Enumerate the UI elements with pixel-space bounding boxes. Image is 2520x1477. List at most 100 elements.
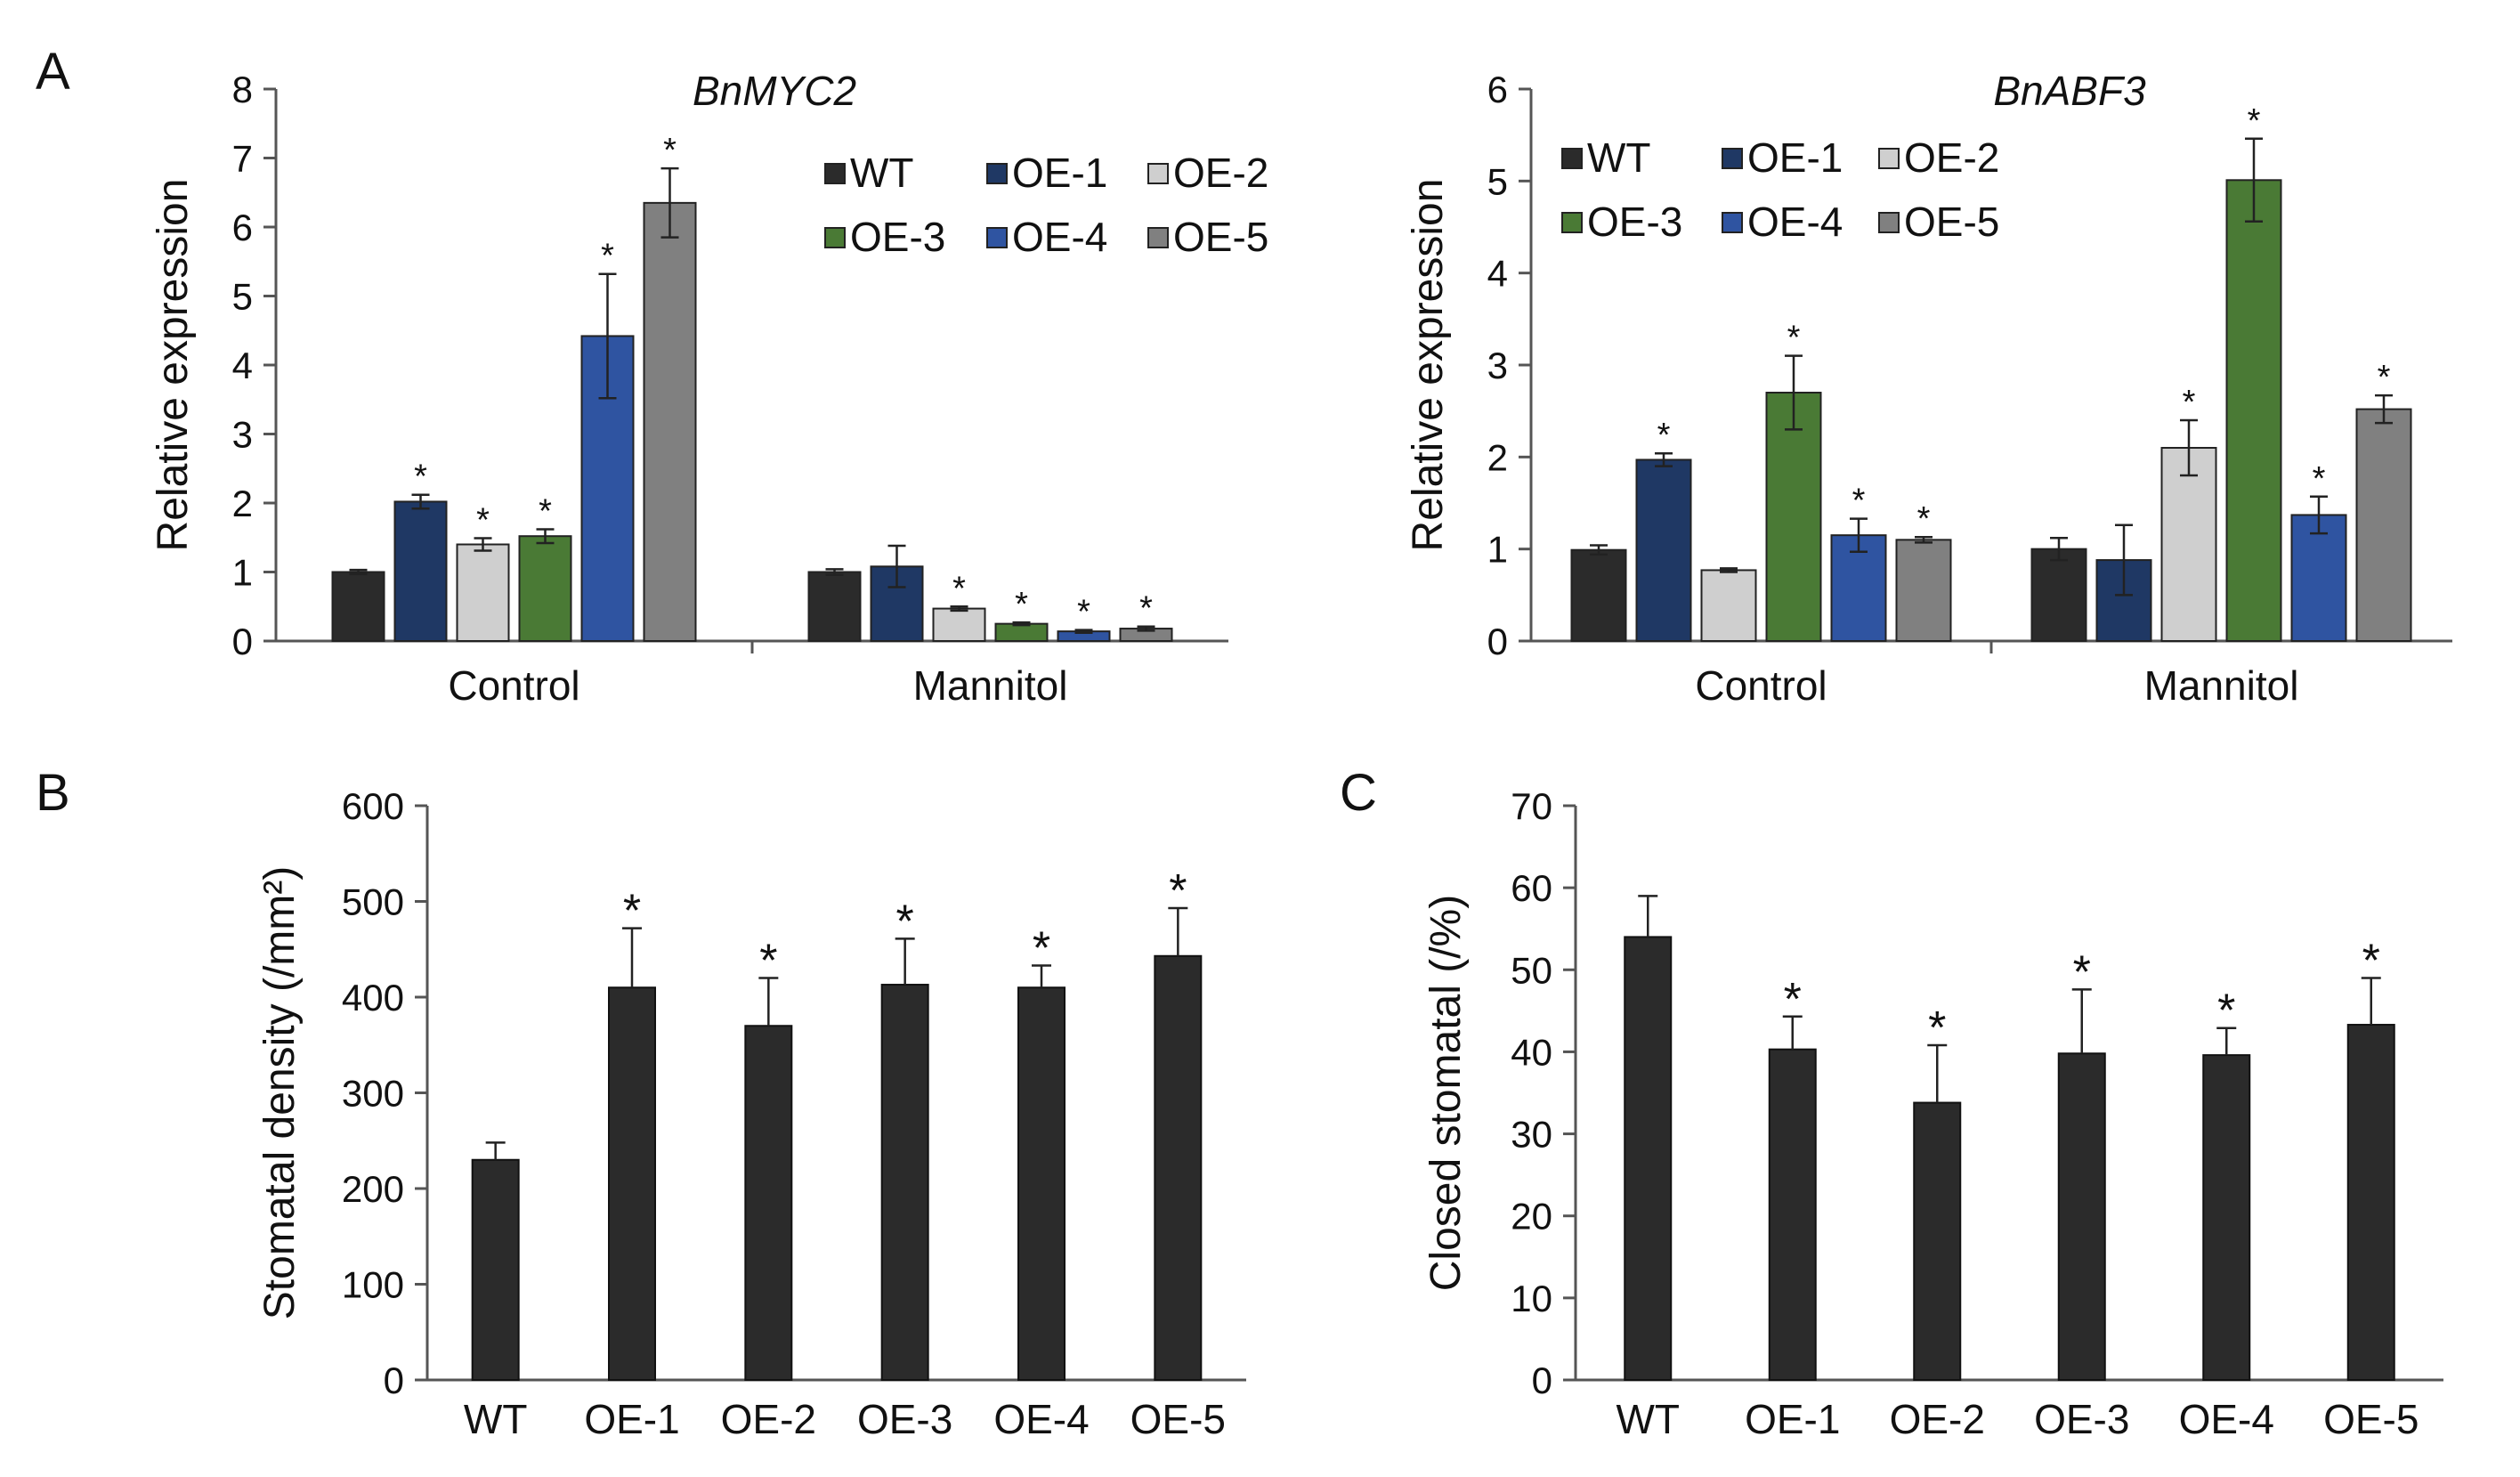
bnmyc2-legend-label: WT — [850, 150, 914, 196]
density-y-tick-label: 0 — [384, 1359, 404, 1401]
closed-y-tick-label: 70 — [1511, 785, 1552, 827]
chart-bnabf3: 0 1 2 3 4 5 6 Relative expression BnABF3 Control *… — [1405, 68, 2452, 709]
density-x-tick-label: OE-2 — [721, 1396, 816, 1442]
bnmyc2-y-tick-label: 3 — [232, 414, 253, 456]
bnabf3-y-axis-label: Relative expression — [1405, 179, 1452, 552]
bnmyc2-y-tick-label: 2 — [232, 483, 253, 524]
chart-bnmyc2: 0 1 2 3 4 5 6 7 8 Relative expression BnMYC2 Contro… — [150, 68, 1268, 709]
bnabf3-bar-oe-4 — [2290, 514, 2347, 643]
bnmyc2-y-axis-label: Relative expression — [150, 179, 197, 552]
bnmyc2-legend-swatch — [986, 163, 1008, 184]
density-y-tick-label: 200 — [342, 1168, 404, 1210]
bnmyc2-bar-oe-2 — [456, 543, 510, 642]
bnabf3-legend-swatch — [1878, 148, 1900, 169]
bnabf3-significance-mark: * — [2378, 359, 2391, 396]
bnmyc2-bar-wt — [807, 571, 862, 642]
bnmyc2-bar-oe-5 — [643, 201, 697, 642]
chart-closed-stomatal: 0 10 20 30 40 50 60 70 Closed stomatal (/%) WT OE-… — [1422, 785, 2443, 1442]
bnmyc2-legend-swatch — [1147, 227, 1169, 248]
bnmyc2-legend-label: OE-2 — [1173, 150, 1268, 196]
bnabf3-y-tick-label: 0 — [1487, 621, 1508, 662]
bnmyc2-legend-label: OE-4 — [1012, 214, 1107, 260]
bnabf3-y-tick-label: 2 — [1487, 436, 1508, 478]
bnabf3-significance-mark: * — [2248, 102, 2261, 140]
bnabf3-legend-swatch — [1722, 148, 1743, 169]
bnabf3-significance-mark: * — [1852, 483, 1866, 520]
closed-bar-oe-2 — [1913, 1101, 1962, 1381]
bnabf3-bar-oe-3 — [2225, 179, 2282, 643]
bnabf3-legend-label: OE-1 — [1747, 134, 1843, 181]
closed-bar-wt — [1624, 936, 1673, 1382]
closed-x-tick-label: OE-2 — [1890, 1396, 1985, 1442]
density-y-axis-label: Stomatal density (/mm²) — [256, 866, 304, 1319]
bnabf3-significance-mark: * — [2183, 384, 2196, 421]
bnmyc2-y-tick-label: 0 — [232, 621, 253, 662]
density-x-tick-label: OE-4 — [993, 1396, 1089, 1442]
bnmyc2-y-tick-label: 4 — [232, 345, 253, 386]
bnabf3-bar-oe-1 — [1635, 459, 1692, 643]
bnmyc2-bar-oe-3 — [518, 535, 572, 643]
closed-x-tick-label: OE-5 — [2323, 1396, 2419, 1442]
density-bar-oe-3 — [880, 984, 929, 1382]
density-x-tick-label: WT — [464, 1396, 528, 1442]
bnabf3-legend-label: WT — [1587, 134, 1651, 181]
bnabf3-significance-mark: * — [1657, 417, 1671, 454]
bnmyc2-significance-mark: * — [601, 238, 614, 275]
bnmyc2-bar-oe-2 — [932, 607, 986, 643]
closed-y-tick-label: 20 — [1511, 1196, 1552, 1238]
density-significance-mark: * — [896, 896, 914, 947]
bnmyc2-significance-mark: * — [1077, 594, 1090, 631]
closed-x-tick-label: OE-4 — [2179, 1396, 2274, 1442]
bnmyc2-significance-mark: * — [476, 502, 490, 540]
bnmyc2-y-tick-label: 6 — [232, 207, 253, 248]
bnmyc2-legend-label: OE-3 — [850, 214, 945, 260]
closed-y-tick-label: 50 — [1511, 949, 1552, 991]
bnmyc2-legend-label: OE-1 — [1012, 150, 1107, 196]
bnabf3-y-tick-label: 1 — [1487, 529, 1508, 571]
bnabf3-bar-oe-5 — [2355, 408, 2412, 642]
density-y-tick-label: 400 — [342, 977, 404, 1018]
bnmyc2-legend-swatch — [986, 227, 1008, 248]
bnabf3-legend-label: OE-2 — [1904, 134, 1999, 181]
closed-y-tick-label: 10 — [1511, 1278, 1552, 1319]
chart-stomatal-density: 0 100 200 300 400 500 600 Stomatal density (/mm… — [256, 785, 1246, 1442]
bnabf3-bar-oe-2 — [1700, 569, 1757, 643]
bnmyc2-title: BnMYC2 — [693, 68, 856, 114]
bnabf3-significance-mark: * — [1917, 500, 1931, 538]
density-y-tick-label: 500 — [342, 881, 404, 923]
bnmyc2-legend-swatch — [1147, 163, 1169, 184]
bnmyc2-bar-wt — [331, 571, 385, 642]
closed-bar-oe-5 — [2346, 1024, 2395, 1382]
density-significance-mark: * — [1169, 865, 1187, 917]
closed-y-tick-label: 0 — [1532, 1359, 1552, 1401]
density-x-tick-label: OE-3 — [857, 1396, 952, 1442]
bnabf3-title: BnABF3 — [1993, 68, 2146, 114]
bnmyc2-y-tick-label: 7 — [232, 138, 253, 180]
closed-bar-oe-1 — [1768, 1048, 1817, 1382]
density-significance-mark: * — [1033, 923, 1050, 975]
closed-x-tick-label: OE-3 — [2034, 1396, 2129, 1442]
density-bar-oe-4 — [1017, 986, 1066, 1381]
closed-y-tick-label: 60 — [1511, 867, 1552, 909]
density-y-tick-label: 100 — [342, 1264, 404, 1306]
closed-significance-mark: * — [1928, 1002, 1946, 1054]
bnabf3-significance-mark: * — [1787, 320, 1801, 357]
bnmyc2-bar-oe-1 — [393, 500, 448, 643]
bnabf3-y-tick-label: 3 — [1487, 345, 1508, 386]
panel-label-b: B — [36, 764, 70, 822]
closed-y-tick-label: 40 — [1511, 1031, 1552, 1073]
density-x-tick-label: OE-1 — [584, 1396, 679, 1442]
closed-significance-mark: * — [2217, 986, 2235, 1037]
bnabf3-y-tick-label: 4 — [1487, 253, 1508, 295]
bnmyc2-bar-oe-1 — [870, 565, 924, 642]
bnmyc2-significance-mark: * — [414, 459, 427, 496]
density-y-tick-label: 300 — [342, 1073, 404, 1115]
bnmyc2-legend-swatch — [824, 227, 846, 248]
bnabf3-legend-label: OE-5 — [1904, 199, 1999, 245]
bnabf3-significance-mark: * — [2313, 460, 2326, 498]
bnmyc2-legend-label: OE-5 — [1173, 214, 1268, 260]
bnabf3-legend-swatch — [1878, 212, 1900, 233]
closed-significance-mark: * — [1784, 974, 1802, 1026]
closed-significance-mark: * — [2073, 946, 2091, 998]
closed-significance-mark: * — [2362, 936, 2380, 987]
